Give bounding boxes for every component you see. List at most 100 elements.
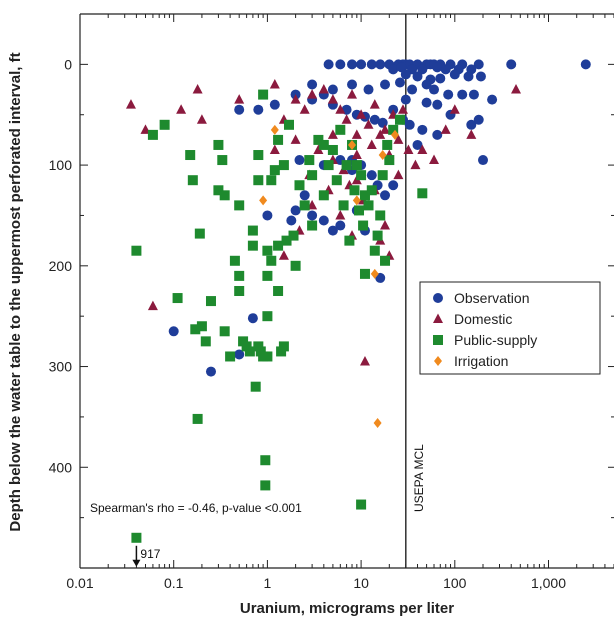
data-point-square — [217, 155, 228, 166]
data-point-square — [318, 190, 329, 201]
data-point-circle — [440, 64, 451, 75]
data-point-triangle — [278, 250, 289, 260]
data-point-square — [159, 119, 170, 130]
data-point-triangle — [393, 169, 404, 180]
data-point-square — [260, 455, 271, 466]
data-point-square — [219, 190, 230, 201]
x-tick-label: 100 — [443, 575, 467, 591]
data-point-square — [354, 205, 365, 216]
data-point-triangle — [147, 300, 158, 311]
data-point-square — [273, 134, 284, 145]
data-point-circle — [388, 64, 399, 75]
data-point-circle — [335, 59, 346, 70]
x-tick-label: 0.01 — [66, 575, 93, 591]
data-point-circle — [580, 59, 591, 70]
data-point-triangle — [290, 94, 301, 104]
series-public-supply — [131, 89, 428, 543]
data-point-circle — [247, 313, 258, 324]
data-point-square — [269, 165, 280, 176]
data-point-circle — [286, 215, 297, 226]
data-point-square — [262, 311, 273, 322]
data-point-triangle — [511, 84, 522, 94]
data-point-square — [213, 139, 224, 150]
data-point-triangle — [449, 104, 460, 114]
data-point-triangle — [269, 144, 280, 154]
data-point-square — [244, 346, 255, 357]
data-point-circle — [327, 225, 338, 236]
data-point-triangle — [380, 220, 391, 230]
y-tick-label: 300 — [49, 359, 73, 375]
data-point-circle — [475, 71, 486, 82]
data-point-square — [234, 270, 245, 281]
data-point-diamond — [390, 129, 399, 140]
data-point-square — [341, 160, 352, 171]
data-point-circle — [369, 114, 380, 125]
data-point-square — [356, 499, 367, 510]
data-point-circle — [404, 119, 415, 130]
data-point-square — [375, 210, 386, 221]
data-point-diamond — [259, 195, 268, 206]
data-point-square — [323, 160, 334, 171]
data-point-square — [382, 139, 393, 150]
data-point-triangle — [234, 94, 245, 104]
data-point-circle — [394, 77, 405, 88]
data-point-circle — [377, 117, 388, 128]
data-point-triangle — [335, 209, 346, 220]
data-point-square — [187, 175, 198, 186]
data-point-circle — [318, 215, 329, 226]
usepa-mcl-label: USEPA MCL — [412, 444, 426, 512]
legend-marker-circle — [433, 293, 443, 303]
data-point-square — [307, 170, 318, 181]
data-point-square — [185, 150, 196, 161]
data-point-circle — [417, 124, 428, 135]
data-point-square — [283, 119, 294, 130]
data-point-square — [262, 351, 273, 362]
legend-box — [419, 281, 601, 375]
data-point-triangle — [327, 129, 338, 139]
data-point-triangle — [351, 149, 362, 160]
data-point-square — [225, 351, 236, 362]
data-point-square — [276, 346, 287, 357]
data-point-square — [359, 190, 370, 201]
data-point-square — [288, 230, 299, 241]
data-point-square — [372, 230, 383, 241]
data-point-triangle — [356, 109, 367, 119]
data-point-square — [363, 200, 374, 211]
data-point-triangle — [410, 159, 421, 170]
data-point-square — [262, 245, 273, 256]
data-point-circle — [407, 84, 418, 95]
data-point-square — [299, 200, 310, 211]
data-point-circle — [443, 89, 454, 100]
series-domestic — [125, 79, 522, 366]
data-point-diamond — [378, 150, 387, 161]
data-point-circle — [307, 79, 318, 90]
data-point-square — [313, 134, 324, 145]
data-point-circle — [299, 190, 310, 201]
data-point-triangle — [176, 104, 187, 114]
data-point-triangle — [417, 144, 428, 154]
data-point-circle — [375, 59, 386, 70]
data-point-triangle — [403, 144, 414, 154]
y-tick-label: 400 — [49, 459, 73, 475]
data-point-square — [131, 532, 142, 543]
data-point-circle — [478, 155, 489, 166]
data-point-circle — [432, 99, 443, 110]
correlation-annotation: Spearman's rho = -0.46, p-value <0.001 — [90, 501, 302, 515]
data-point-circle — [463, 71, 474, 82]
data-point-circle — [234, 349, 245, 360]
data-point-square — [172, 293, 183, 304]
data-point-triangle — [398, 104, 409, 114]
data-point-square — [258, 89, 269, 100]
data-point-circle — [412, 139, 423, 150]
data-point-square — [194, 228, 205, 239]
data-point-square — [260, 480, 271, 491]
data-point-square — [253, 150, 264, 161]
data-point-diamond — [370, 268, 379, 279]
data-point-triangle — [351, 129, 362, 139]
data-point-square — [255, 346, 266, 357]
data-point-square — [192, 413, 203, 424]
data-point-circle — [473, 114, 484, 125]
data-point-triangle — [192, 84, 203, 94]
data-point-square — [359, 268, 370, 279]
data-point-square — [351, 160, 362, 171]
